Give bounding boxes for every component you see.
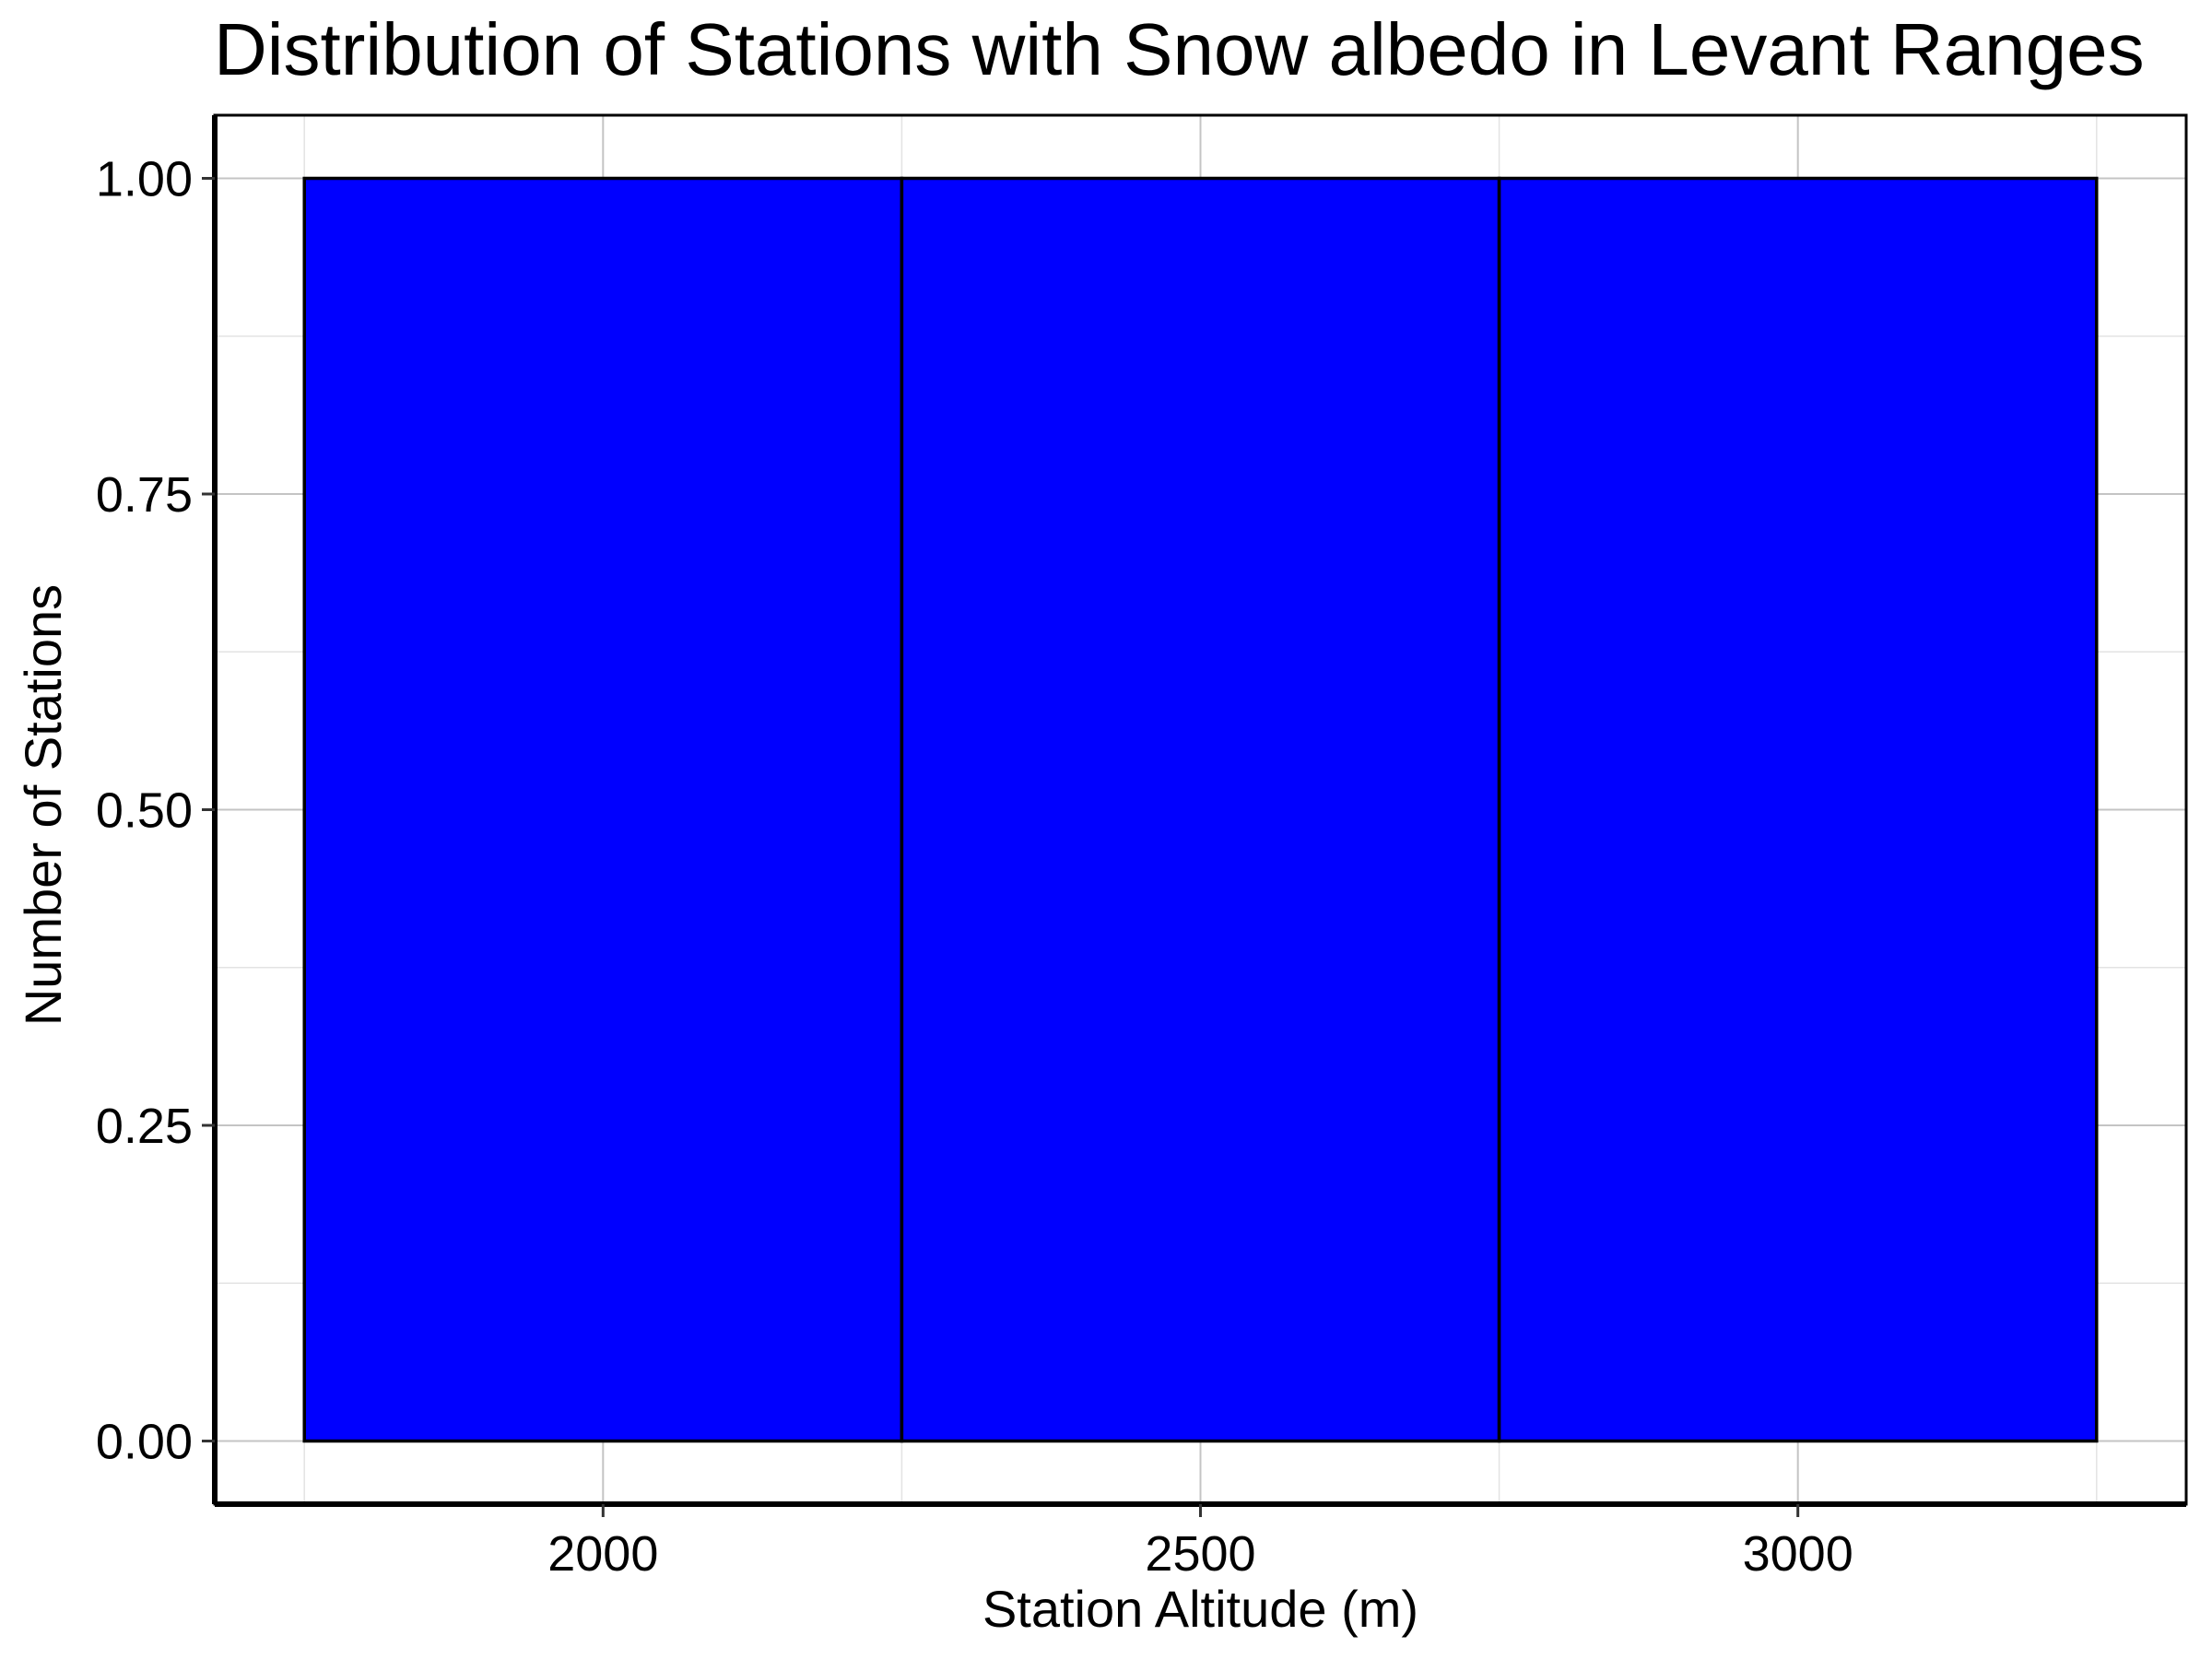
histogram-bar bbox=[900, 176, 1501, 1443]
y-tick-label: 0.25 bbox=[96, 1099, 193, 1154]
histogram-bar bbox=[1497, 176, 2099, 1443]
y-tick-label: 0.50 bbox=[96, 783, 193, 839]
x-tick-label: 2000 bbox=[547, 1526, 658, 1582]
y-tick-label: 1.00 bbox=[96, 152, 193, 207]
y-axis-ticks: 0.00 0.25 0.50 0.75 1.00 bbox=[96, 152, 215, 1470]
y-axis-title: Number of Stations bbox=[14, 584, 72, 1026]
y-tick-label: 0.75 bbox=[96, 467, 193, 523]
histogram-bars bbox=[302, 176, 2099, 1443]
y-tick-label: 0.00 bbox=[96, 1415, 193, 1470]
x-axis-title: Station Altitude (m) bbox=[982, 1580, 1418, 1638]
x-axis-ticks: 2000 2500 3000 bbox=[547, 1504, 1853, 1582]
histogram-bar bbox=[302, 176, 904, 1443]
chart-title: Distribution of Stations with Snow albed… bbox=[214, 8, 2145, 90]
x-tick-label: 2500 bbox=[1145, 1526, 1255, 1582]
x-tick-label: 3000 bbox=[1743, 1526, 1853, 1582]
